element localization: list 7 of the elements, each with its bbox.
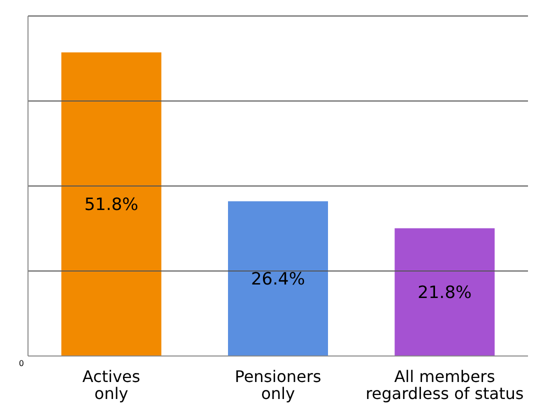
data-label: 26.4%: [250, 270, 306, 290]
x-tick-label: Pensioners only: [234, 367, 322, 403]
data-label: 21.8%: [418, 283, 472, 304]
x-tick-label: All members regardless of status: [366, 367, 524, 403]
text: 0: [18, 359, 24, 368]
data-label: 51.8%: [84, 195, 138, 216]
x-tick-label: Actives only: [82, 367, 140, 403]
